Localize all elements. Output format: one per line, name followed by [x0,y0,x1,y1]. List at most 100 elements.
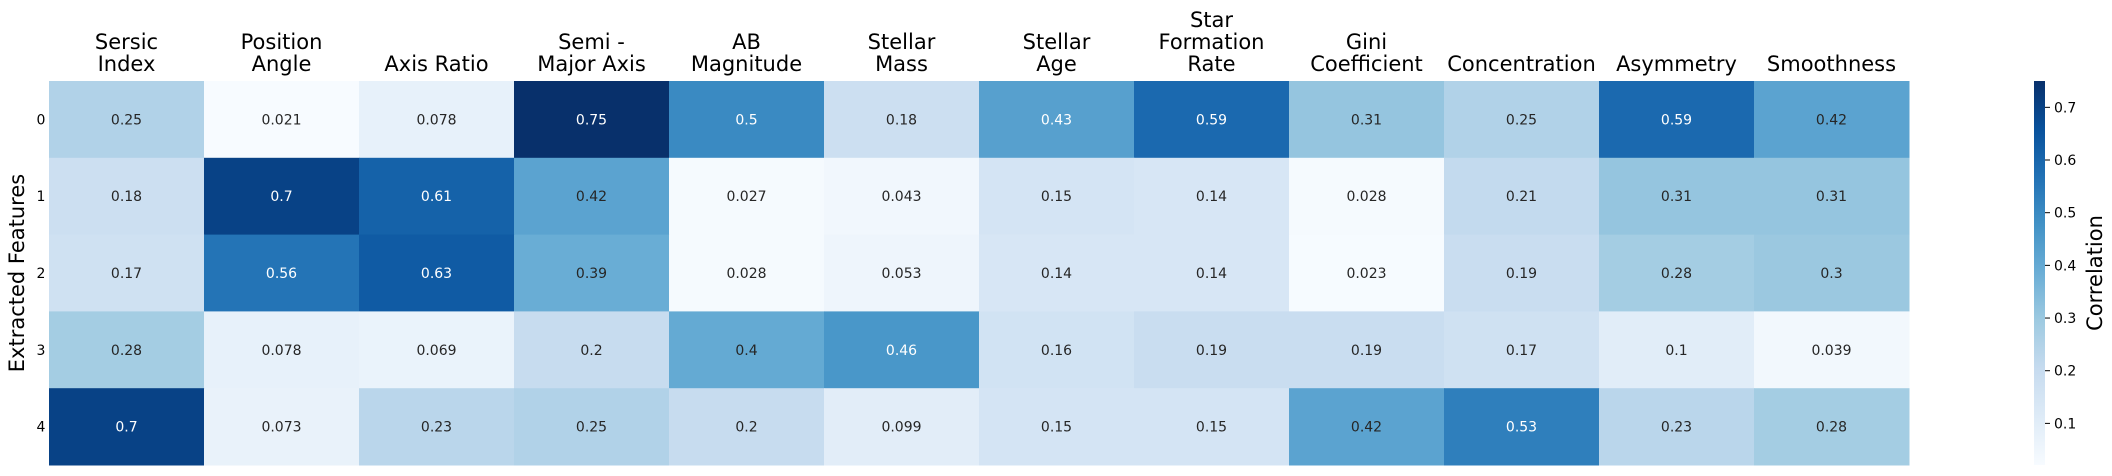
heatmap-cell [669,81,825,159]
heatmap-cell [1599,388,1755,466]
heatmap-cell [514,157,670,236]
cell-value-label: 0.19 [1506,266,1537,282]
heatmap-cell [1134,81,1290,159]
heatmap-cell [359,157,515,236]
colorbar-tick-label: 0.2 [2054,364,2076,380]
row-labels: 0 1 2 3 4 [37,112,46,435]
cell-value-label: 0.46 [886,343,917,359]
heatmap-cell [204,81,360,159]
heatmap-cell [1444,234,1600,312]
cell-value-label: 0.099 [881,420,921,436]
column-label: Mass [875,52,928,76]
column-label: Index [98,52,156,76]
heatmap-cell [1444,81,1600,159]
cell-value-label: 0.59 [1196,112,1227,128]
colorbar-tick-label: 0.1 [2054,416,2076,432]
heatmap-cell [359,234,515,312]
heatmap-cell [1444,157,1600,236]
cell-value-label: 0.043 [881,189,921,205]
heatmap-cell [824,81,980,159]
heatmap-cell [1754,311,1910,389]
cell-value-label: 0.23 [421,420,452,436]
cell-value-label: 0.14 [1041,266,1072,282]
heatmap-cell [204,311,360,389]
heatmap-cell [1754,388,1910,466]
heatmap-cell [824,311,980,389]
cell-value-label: 0.7 [115,420,137,436]
cell-value-label: 0.19 [1196,343,1227,359]
heatmap-cell [1289,234,1445,312]
cell-value-label: 0.15 [1041,420,1072,436]
cell-value-label: 0.19 [1351,343,1382,359]
heatmap-cell [979,81,1135,159]
column-label: Asymmetry [1616,52,1737,76]
cell-value-label: 0.5 [735,112,757,128]
cell-value-label: 0.25 [576,420,607,436]
cell-value-label: 0.17 [111,266,142,282]
colorbar-tick-label: 0.3 [2054,311,2076,327]
heatmap-cell [359,388,515,466]
column-label: Gini [1346,30,1387,54]
heatmap-cell [1289,157,1445,236]
cell-value-label: 0.023 [1346,266,1386,282]
column-label: Age [1036,52,1077,76]
colorbar-tick-label: 0.6 [2054,153,2076,169]
cell-value-label: 0.39 [576,266,607,282]
heatmap-cell [1444,311,1600,389]
cell-value-label: 0.43 [1041,112,1072,128]
cell-value-label: 0.078 [261,343,301,359]
heatmap-cell [49,81,205,159]
heatmap-cell [1599,234,1755,312]
cell-value-label: 0.56 [266,266,297,282]
heatmap-cell [1599,81,1755,159]
cell-value-label: 0.16 [1041,343,1072,359]
row-label: 4 [37,420,46,436]
column-label: Stellar [1023,30,1091,54]
cell-value-label: 0.027 [726,189,766,205]
heatmap-cell [669,388,825,466]
heatmap-cell [979,388,1135,466]
cell-value-label: 0.75 [576,112,607,128]
column-label: Rate [1187,52,1235,76]
cell-value-label: 0.15 [1196,420,1227,436]
heatmap-cell [824,234,980,312]
heatmap-cell [1289,388,1445,466]
heatmap-cell [669,234,825,312]
column-label: AB [732,30,761,54]
heatmap-cell [979,234,1135,312]
cell-value-label: 0.021 [261,112,301,128]
heatmap-cell [204,388,360,466]
cell-value-label: 0.61 [421,189,452,205]
column-label: Stellar [868,30,936,54]
cell-value-label: 0.073 [261,420,301,436]
cell-value-label: 0.28 [111,343,142,359]
cell-value-label: 0.63 [421,266,452,282]
colorbar [2034,81,2045,465]
heatmap-cell [514,81,670,159]
heatmap-cell [824,157,980,236]
cell-value-label: 0.028 [726,266,766,282]
cell-value-label: 0.17 [1506,343,1537,359]
heatmap-cell [1754,81,1910,159]
heatmap-cell [1289,311,1445,389]
heatmap-cell [669,157,825,236]
heatmap-cell [1754,157,1910,236]
column-label: Angle [252,52,312,76]
cell-value-label: 0.25 [111,112,142,128]
cell-value-label: 0.053 [881,266,921,282]
y-axis-title: Extracted Features [5,174,29,372]
cell-value-label: 0.59 [1661,112,1692,128]
cell-value-label: 0.42 [576,189,607,205]
colorbar-tick-label: 0.4 [2054,258,2076,274]
column-label: Coefficient [1310,52,1423,76]
colorbar-tick-label: 0.7 [2054,100,2076,116]
heatmap-cell [49,157,205,236]
cell-value-label: 0.14 [1196,189,1227,205]
colorbar-title: Correlation [2083,215,2107,331]
column-label: Major Axis [537,52,646,76]
heatmap-cell [1444,388,1600,466]
cell-value-label: 0.42 [1816,112,1847,128]
column-label: Smoothness [1767,52,1896,76]
